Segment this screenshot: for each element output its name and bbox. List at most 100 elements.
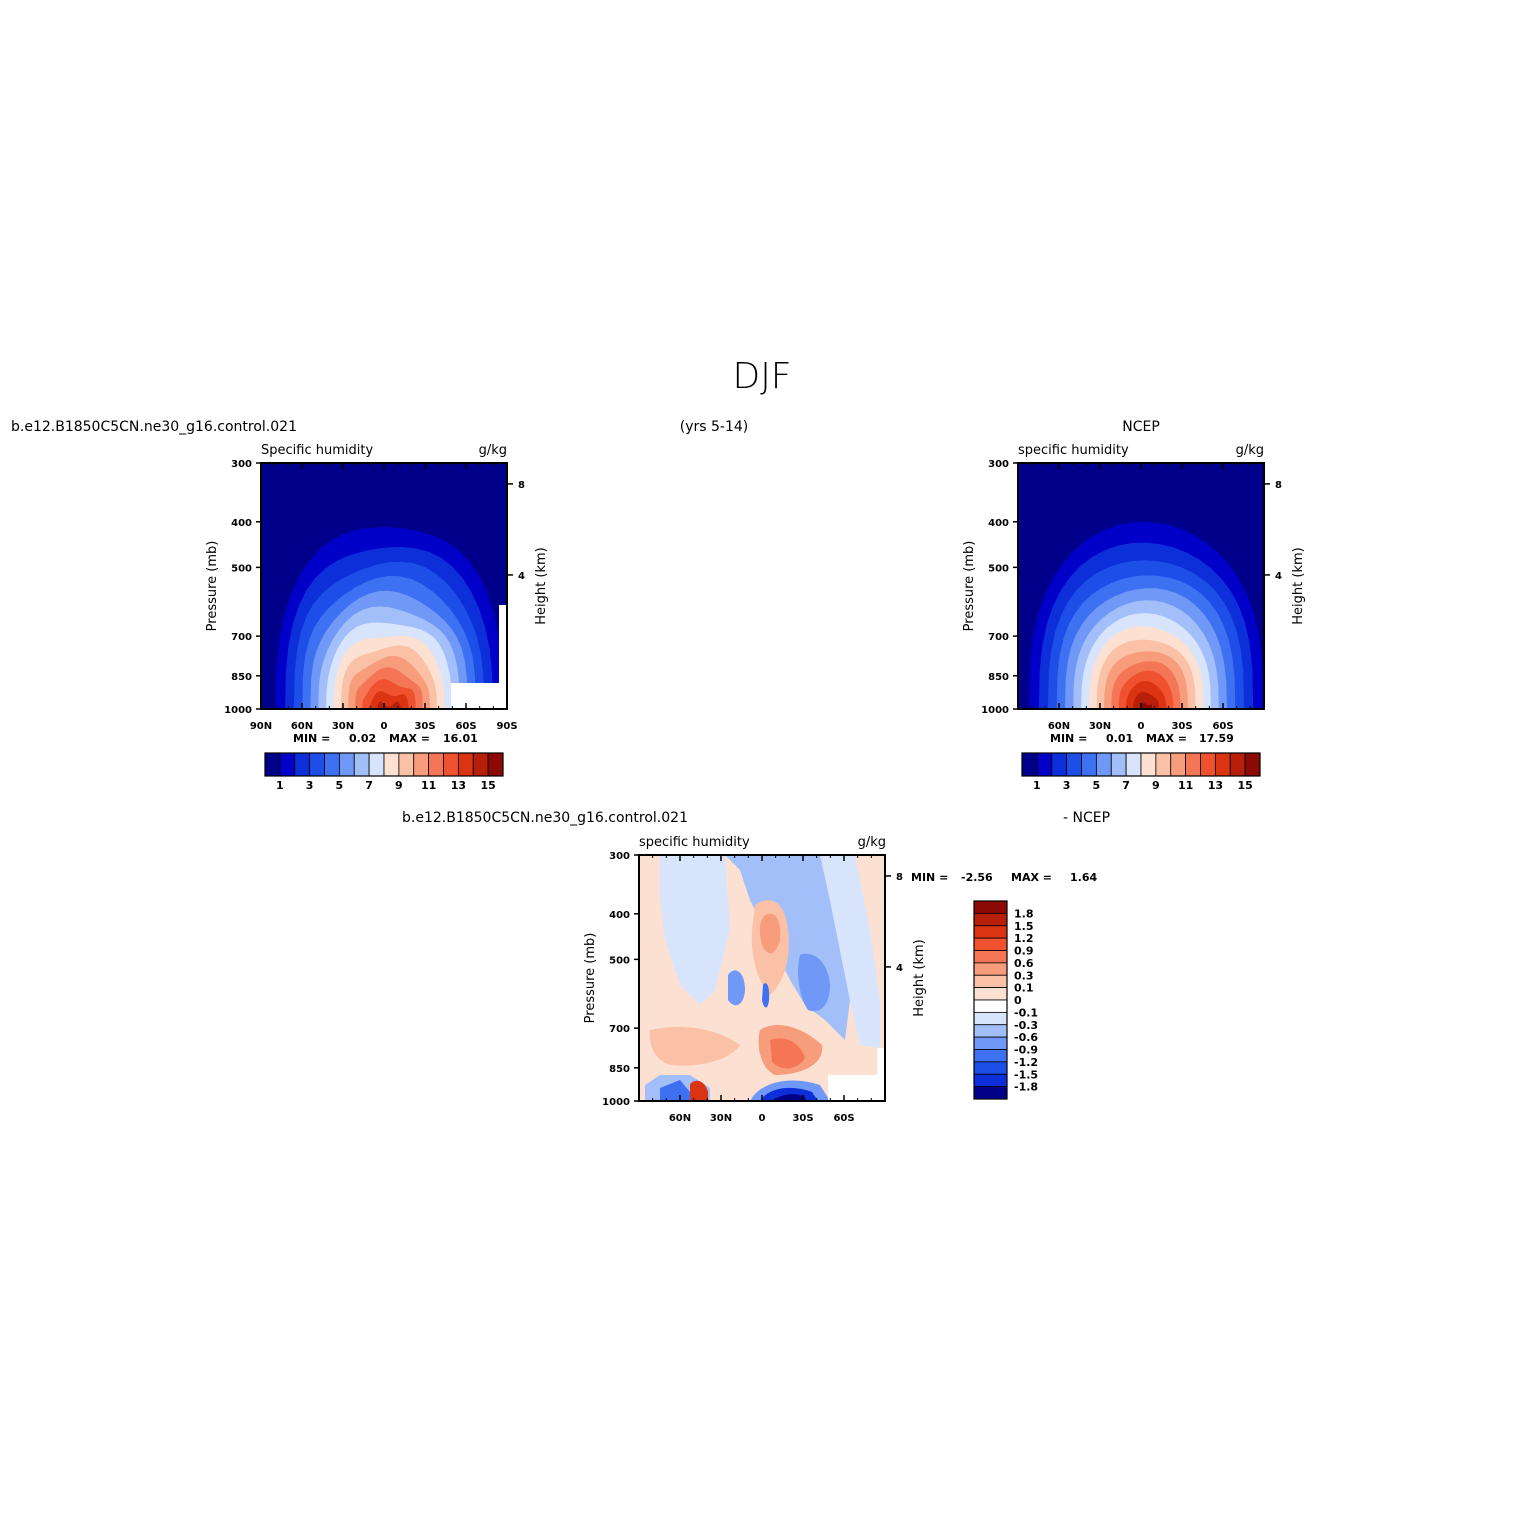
diff-region	[660, 855, 730, 1005]
colorbar-swatch	[973, 900, 1008, 914]
pressure-tick-label: 400	[231, 518, 252, 529]
colorbar-label: 0.3	[1014, 969, 1034, 982]
model-max-label: MAX =	[389, 732, 430, 745]
pressure-tick-label: 300	[231, 459, 252, 470]
colorbar-label: 15	[480, 779, 495, 792]
pressure-tick-label: 1000	[224, 705, 252, 716]
lat-tick-label: 90N	[250, 721, 272, 732]
obs-contour-fill	[1028, 521, 1264, 709]
colorbar-label: -0.6	[1014, 1031, 1038, 1044]
colorbar-swatch	[1081, 752, 1097, 777]
colorbar-label: 0.1	[1014, 982, 1034, 995]
colorbar-swatch	[1170, 752, 1187, 777]
height-tick-label: 8	[518, 480, 525, 491]
obs-max-value: 17.59	[1199, 732, 1234, 745]
obs-units: g/kg	[1236, 443, 1264, 458]
colorbar-swatch	[973, 950, 1008, 964]
diff-missing-edge	[877, 1048, 885, 1101]
colorbar-swatch	[973, 912, 1008, 927]
diff-case-label: b.e12.B1850C5CN.ne30_g16.control.021	[402, 810, 688, 826]
colorbar-swatch	[457, 752, 474, 777]
colorbar-swatch	[279, 752, 296, 777]
colorbar-swatch	[1229, 752, 1246, 777]
diff-colorbar: 1.81.51.20.90.60.30.10-0.1-0.3-0.6-0.9-1…	[973, 900, 1038, 1100]
colorbar-swatch	[294, 752, 311, 777]
colorbar-swatch	[1140, 752, 1157, 777]
pressure-tick-label: 850	[231, 672, 252, 683]
diff-region	[798, 953, 830, 1012]
humidity-contour-level	[383, 709, 395, 717]
pressure-tick-label: 500	[988, 563, 1009, 574]
colorbar-swatch	[309, 752, 325, 777]
humidity-contour-level	[376, 701, 402, 709]
main-title: DJF	[732, 356, 791, 397]
colorbar-swatch	[1110, 752, 1127, 777]
obs-min-value: 0.01	[1106, 732, 1133, 745]
obs-label: NCEP	[1122, 419, 1160, 435]
colorbar-swatch	[398, 752, 415, 777]
pressure-tick-label: 850	[609, 1064, 630, 1075]
model-stats: MIN = 0.02 MAX = 16.01	[293, 732, 478, 745]
obs-stats: MIN = 0.01 MAX = 17.59	[1050, 732, 1234, 745]
colorbar-swatch	[973, 937, 1008, 951]
colorbar-swatch	[1036, 752, 1053, 777]
diff-region	[690, 1080, 708, 1101]
diff-max-label: MAX =	[1011, 871, 1052, 884]
lat-tick-label: 30N	[1089, 721, 1111, 732]
colorbar-label: 13	[1208, 779, 1223, 792]
obs-var-title: specific humidity	[1018, 443, 1129, 458]
obs-panel: specific humidity g/kg 30040050070085010…	[962, 443, 1306, 792]
lat-tick-label: 30S	[1171, 721, 1192, 732]
colorbar-label: 9	[395, 779, 403, 792]
pressure-tick-label: 700	[609, 1024, 630, 1035]
lat-tick-label: 90S	[496, 721, 517, 732]
height-tick-label: 4	[1275, 571, 1282, 582]
colorbar-swatch	[973, 974, 1008, 989]
colorbar-label: 0	[1014, 994, 1022, 1007]
pressure-tick-label: 850	[988, 672, 1009, 683]
colorbar-swatch	[973, 987, 1008, 1001]
lat-tick-label: 60N	[291, 721, 313, 732]
colorbar-swatch	[973, 925, 1008, 939]
model-units: g/kg	[479, 443, 507, 458]
colorbar-label: 0.6	[1014, 957, 1034, 970]
colorbar-label: -0.3	[1014, 1019, 1038, 1032]
colorbar-swatch	[973, 1024, 1008, 1038]
lat-tick-label: 0	[1138, 721, 1145, 732]
colorbar-label: 3	[1063, 779, 1071, 792]
colorbar-label: 15	[1237, 779, 1252, 792]
model-ylabel: Pressure (mb)	[205, 541, 220, 632]
colorbar-swatch	[1200, 752, 1216, 777]
lat-tick-label: 60N	[1048, 721, 1070, 732]
colorbar-label: 1	[1033, 779, 1041, 792]
colorbar-label: -1.5	[1014, 1068, 1038, 1081]
diff-axes: 300 400 500 700 850 1000 8 4 60N 30N 0 30S 60S	[602, 851, 903, 1124]
lat-tick-label: 30N	[710, 1113, 732, 1124]
obs-ylabel: Pressure (mb)	[962, 541, 977, 632]
years-label: (yrs 5-14)	[680, 419, 748, 435]
colorbar-label: 1.2	[1014, 932, 1034, 945]
lat-tick-label: 60N	[669, 1113, 691, 1124]
diff-ylabel: Pressure (mb)	[583, 933, 598, 1024]
diff-region	[820, 855, 880, 1048]
model-ylabel-right: Height (km)	[534, 547, 549, 624]
lat-tick-label: 60S	[455, 721, 476, 732]
colorbar-label: 5	[1093, 779, 1101, 792]
pressure-tick-label: 700	[231, 632, 252, 643]
colorbar-label: 11	[421, 779, 436, 792]
model-missing-edge	[499, 605, 507, 709]
colorbar-swatch	[383, 752, 400, 777]
colorbar-swatch	[443, 752, 459, 777]
pressure-tick-label: 300	[609, 851, 630, 862]
lat-tick-label: 30S	[792, 1113, 813, 1124]
pressure-tick-label: 500	[609, 955, 630, 966]
lat-tick-label: 30S	[414, 721, 435, 732]
colorbar-swatch	[973, 1049, 1008, 1063]
colorbar-label: -1.2	[1014, 1056, 1038, 1069]
diff-region	[728, 970, 745, 1006]
lat-tick-label: 60S	[833, 1113, 854, 1124]
obs-axes: 300 400 500 700 850 1000 8 4 60N 30N 0 30S 60S	[981, 459, 1282, 732]
colorbar-swatch	[1066, 752, 1082, 777]
model-missing-data	[451, 683, 503, 709]
colorbar-swatch	[1214, 752, 1231, 777]
